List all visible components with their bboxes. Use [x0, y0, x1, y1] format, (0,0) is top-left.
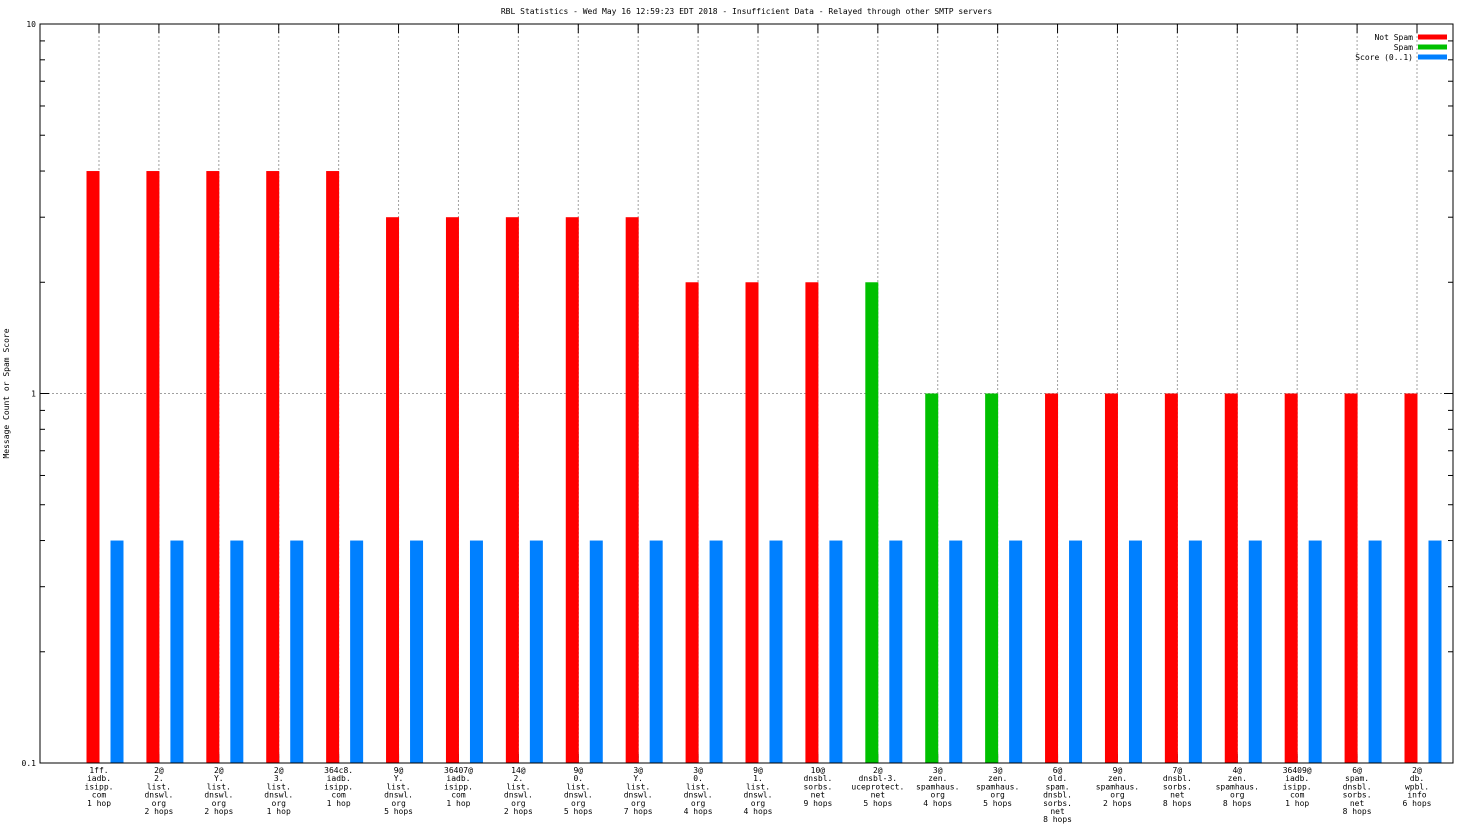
- bar-score-0-1: [1069, 540, 1083, 763]
- x-tick-label: 2@ Y. list. dnswl. org 2 hops: [204, 766, 233, 816]
- x-tick-label: 9@ zen. spamhaus. org 2 hops: [1096, 766, 1139, 808]
- legend-swatch: [1418, 44, 1447, 50]
- y-tick-label: 0.1: [22, 759, 37, 768]
- legend-label: Score (0..1): [1355, 53, 1413, 62]
- bar-score-0-1: [110, 540, 124, 763]
- bar-score-0-1: [949, 540, 963, 763]
- bar-score-0-1: [170, 540, 184, 763]
- bar-not-spam: [266, 171, 280, 764]
- bar-score-0-1: [1248, 540, 1262, 763]
- x-tick-label: 36409@ iadb. isipp. com 1 hop: [1283, 766, 1312, 808]
- x-tick-label: 6@ old. spam. dnsbl. sorbs. net 8 hops: [1043, 766, 1072, 824]
- bar-not-spam: [86, 171, 100, 764]
- bar-score-0-1: [529, 540, 543, 763]
- bar-not-spam: [146, 171, 160, 764]
- x-tick-label: 6@ spam. dnsbl. sorbs. net 8 hops: [1343, 766, 1372, 816]
- x-tick-label: 364c8. iadb. isipp. com 1 hop: [324, 766, 353, 808]
- x-tick-labels: 1ff. iadb. isipp. com 1 hop 2@ 2. list. dnswl. or…: [85, 766, 1432, 824]
- bar-score-0-1: [410, 540, 424, 763]
- bar-score-0-1: [1308, 540, 1322, 763]
- legend-label: Not Spam: [1374, 33, 1413, 42]
- x-tick-label: 36407@ iadb. isipp. com 1 hop: [444, 766, 473, 808]
- y-tick-label: 1: [31, 390, 36, 399]
- x-tick-label: 9@ Y. list. dnswl. org 5 hops: [384, 766, 413, 816]
- bar-score-0-1: [1428, 540, 1442, 763]
- legend-swatch: [1418, 54, 1447, 60]
- x-tick-label: 2@ 2. list. dnswl. org 2 hops: [144, 766, 173, 816]
- x-tick-label: 1ff. iadb. isipp. com 1 hop: [85, 766, 114, 808]
- bar-score-0-1: [1128, 540, 1142, 763]
- x-tick-label: 2@ db. wpbl. info 6 hops: [1403, 766, 1432, 808]
- bar-not-spam: [1344, 393, 1358, 763]
- x-tick-label: 14@ 2. list. dnswl. org 2 hops: [504, 766, 533, 816]
- x-tick-label: 9@ 1. list. dnswl. org 4 hops: [744, 766, 773, 816]
- bar-score-0-1: [829, 540, 843, 763]
- bar-score-0-1: [1368, 540, 1382, 763]
- bar-score-0-1: [769, 540, 783, 763]
- bar-not-spam: [745, 282, 759, 763]
- bar-not-spam: [326, 171, 340, 764]
- bar-score-0-1: [230, 540, 244, 763]
- x-tick-label: 3@ Y. list. dnswl. org 7 hops: [624, 766, 653, 816]
- bar-not-spam: [1284, 393, 1298, 763]
- bar-spam: [925, 393, 939, 763]
- bar-score-0-1: [469, 540, 483, 763]
- legend-label: Spam: [1394, 43, 1413, 52]
- bar-score-0-1: [709, 540, 723, 763]
- x-tick-label: 3@ 0. list. dnswl. org 4 hops: [684, 766, 713, 816]
- x-tick-label: 2@ dnsbl-3. uceprotect. net 5 hops: [851, 766, 904, 808]
- bar-not-spam: [685, 282, 699, 763]
- bar-not-spam: [445, 217, 459, 764]
- bar-spam: [985, 393, 999, 763]
- bar-score-0-1: [290, 540, 304, 763]
- legend-swatch: [1418, 34, 1447, 40]
- plot-frame: [39, 23, 1454, 764]
- chart-title: RBL Statistics - Wed May 16 12:59:23 EDT…: [501, 7, 992, 16]
- y-tick-label: 10: [26, 20, 36, 29]
- bar-not-spam: [805, 282, 819, 763]
- bar-not-spam: [386, 217, 400, 764]
- bar-score-0-1: [350, 540, 364, 763]
- bar-score-0-1: [889, 540, 903, 763]
- x-tick-label: 10@ dnsbl. sorbs. net 9 hops: [803, 766, 832, 808]
- bar-not-spam: [1104, 393, 1118, 763]
- bar-not-spam: [505, 217, 519, 764]
- y-axis-label: Message Count or Spam Score: [2, 328, 11, 458]
- bar-not-spam: [565, 217, 579, 764]
- bar-spam: [865, 282, 879, 763]
- bar-score-0-1: [589, 540, 603, 763]
- bar-not-spam: [1164, 393, 1178, 763]
- bar-not-spam: [206, 171, 220, 764]
- bar-score-0-1: [1188, 540, 1202, 763]
- bar-score-0-1: [1009, 540, 1023, 763]
- x-tick-label: 9@ 0. list. dnswl. org 5 hops: [564, 766, 593, 816]
- bar-series: [86, 171, 1442, 764]
- x-tick-label: 2@ 3. list. dnswl. org 1 hop: [264, 766, 293, 816]
- bar-score-0-1: [649, 540, 663, 763]
- bar-not-spam: [1045, 393, 1059, 763]
- x-tick-label: 4@ zen. spamhaus. org 8 hops: [1216, 766, 1259, 808]
- y-tick-labels: 0.1 1 10: [22, 20, 37, 768]
- x-tick-label: 3@ zen. spamhaus. org 5 hops: [976, 766, 1019, 808]
- bar-not-spam: [1404, 393, 1418, 763]
- x-tick-label: 3@ zen. spamhaus. org 4 hops: [916, 766, 959, 808]
- bar-not-spam: [625, 217, 639, 764]
- bar-not-spam: [1224, 393, 1238, 763]
- x-tick-label: 7@ dnsbl. sorbs. net 8 hops: [1163, 766, 1192, 808]
